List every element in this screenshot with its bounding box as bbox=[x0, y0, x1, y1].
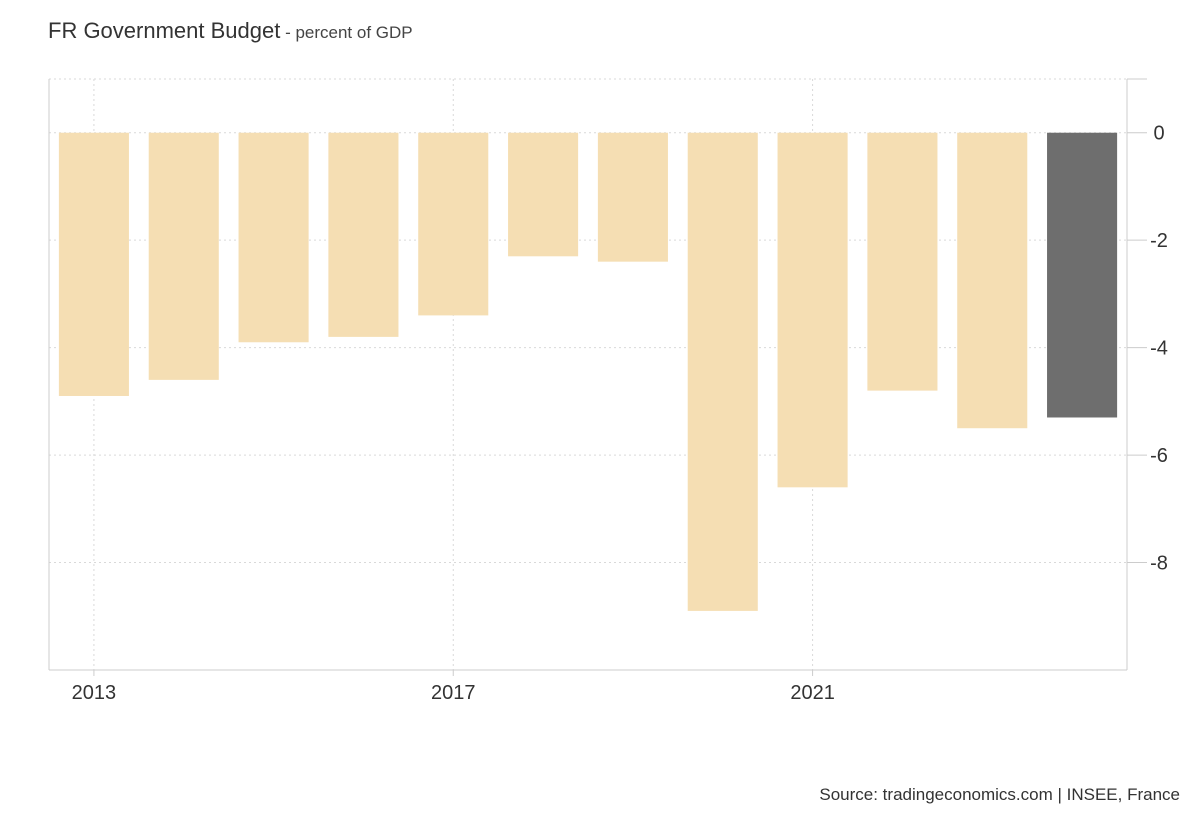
x-tick-label: 2021 bbox=[790, 682, 835, 704]
chart-subtitle: - percent of GDP bbox=[280, 23, 413, 42]
y-tick-label: -6 bbox=[1150, 445, 1168, 467]
source-note: Source: tradingeconomics.com | INSEE, Fr… bbox=[819, 785, 1180, 804]
bar-2015 bbox=[238, 132, 309, 343]
y-tick-label: -4 bbox=[1150, 338, 1168, 360]
bar-2018 bbox=[508, 132, 579, 257]
bar-2022 bbox=[867, 132, 938, 391]
bar-2023 bbox=[957, 132, 1028, 429]
chart-header: FR Government Budget - percent of GDP bbox=[48, 18, 413, 44]
bar-2020 bbox=[687, 132, 758, 611]
bar-2014 bbox=[148, 132, 219, 380]
y-tick-label: -2 bbox=[1150, 230, 1168, 252]
x-tick-label: 2017 bbox=[431, 682, 476, 704]
bar-2013 bbox=[58, 132, 129, 396]
bar-chart: 0 -2 -4 -6 -8 2013 2017 2021 bbox=[48, 78, 1168, 704]
y-tick-label: 0 bbox=[1153, 123, 1164, 145]
x-tick-label: 2013 bbox=[72, 682, 117, 704]
bar-2024 bbox=[1047, 132, 1118, 418]
bar-2017 bbox=[418, 132, 489, 316]
bar-2019 bbox=[597, 132, 668, 262]
bar-2021 bbox=[777, 132, 848, 488]
y-tick-label: -8 bbox=[1150, 553, 1168, 575]
chart-title: FR Government Budget bbox=[48, 18, 281, 43]
bar-2016 bbox=[328, 132, 399, 337]
